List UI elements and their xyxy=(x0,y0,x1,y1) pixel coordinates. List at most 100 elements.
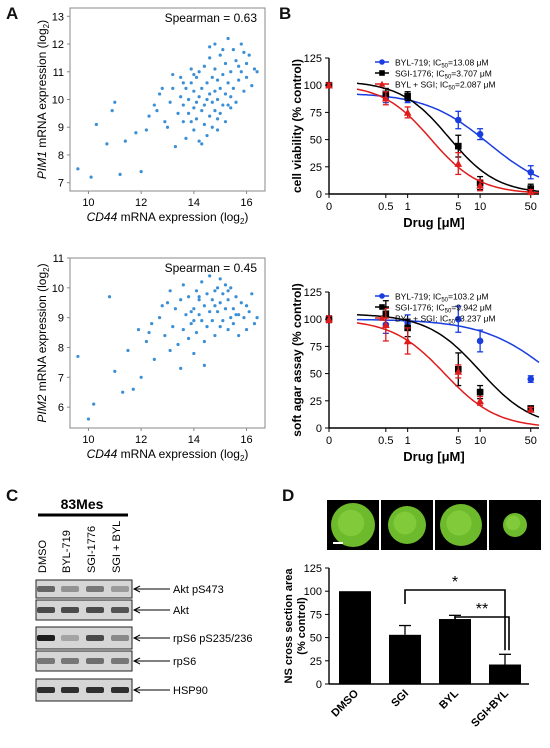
data-point xyxy=(221,47,225,52)
blot-band xyxy=(61,658,79,664)
data-point xyxy=(197,313,201,317)
data-point xyxy=(192,351,196,356)
x-tick-label: 1 xyxy=(405,435,411,447)
bar xyxy=(339,591,371,684)
marker-circle xyxy=(476,337,484,345)
band-arrowhead xyxy=(132,657,141,665)
band-label: Akt xyxy=(173,605,189,617)
marker-triangle xyxy=(454,159,463,167)
data-point xyxy=(86,417,91,421)
data-point xyxy=(218,53,222,57)
fit-curve xyxy=(356,322,540,426)
data-point xyxy=(215,97,220,102)
data-point xyxy=(226,81,230,85)
marker-triangle xyxy=(476,181,484,189)
data-point xyxy=(105,142,109,146)
data-point xyxy=(237,333,241,338)
marker-triangle xyxy=(526,405,535,413)
data-point xyxy=(123,139,127,143)
data-point xyxy=(197,298,201,302)
data-point xyxy=(226,327,230,332)
data-point xyxy=(194,330,199,335)
y-axis-label: PIM2 mRNA expression (log2) xyxy=(35,263,51,422)
panel-label-d: D xyxy=(282,486,295,505)
marker-circle xyxy=(454,116,462,124)
data-point xyxy=(181,120,185,124)
data-point xyxy=(226,298,230,302)
data-point xyxy=(147,114,151,118)
blot-band xyxy=(111,607,129,613)
data-point xyxy=(208,114,212,118)
legend-entry: BYL-719; IC50=103.2 μM xyxy=(395,292,489,304)
data-point xyxy=(205,292,209,296)
y-tick-label: 7 xyxy=(58,178,64,190)
data-point xyxy=(231,307,235,311)
blot-band xyxy=(61,586,79,592)
dose-response-cell-viability: 0 25 50 75 100 125 0 0.5 1 5 10 50 BYL-719; IC50=13.… xyxy=(290,53,540,230)
data-point xyxy=(202,339,206,344)
band-arrowhead xyxy=(132,686,141,694)
data-point xyxy=(218,301,222,305)
blot-band xyxy=(61,607,79,613)
x-tick-label: 16 xyxy=(240,197,252,209)
data-point xyxy=(192,128,196,132)
y-axis-label: NS cross section area(% control) xyxy=(283,568,308,684)
data-point xyxy=(194,289,199,293)
data-point xyxy=(184,136,188,140)
data-point xyxy=(92,402,96,406)
x-tick-label: 50 xyxy=(525,201,537,213)
y-tick-label: 50 xyxy=(310,633,322,645)
y-tick-label: 50 xyxy=(310,135,322,147)
blot-band xyxy=(37,658,55,664)
x-axis-label: Drug [μM] xyxy=(403,215,464,230)
blot-band xyxy=(86,607,104,613)
data-point xyxy=(126,348,130,353)
x-tick-label: 10 xyxy=(82,434,94,446)
plot-frame xyxy=(69,7,266,192)
data-point xyxy=(171,86,175,91)
data-point xyxy=(200,108,204,113)
data-point xyxy=(226,36,230,41)
lane-label: SGI + BYL xyxy=(111,521,123,573)
data-point xyxy=(152,357,156,362)
legend-entry: BYL + SGI; IC50=3.237 μM xyxy=(395,314,496,326)
data-point xyxy=(234,313,238,317)
y-tick-label: 8 xyxy=(58,342,64,354)
data-point xyxy=(231,322,235,326)
fit-curve xyxy=(356,314,540,418)
band-arrowhead xyxy=(132,585,141,593)
marker-square xyxy=(379,70,385,76)
data-point xyxy=(244,304,249,308)
bar xyxy=(489,664,521,684)
data-point xyxy=(218,277,222,281)
data-point xyxy=(213,42,217,46)
blot-band xyxy=(86,687,104,693)
data-point xyxy=(179,366,183,370)
data-point xyxy=(205,324,209,329)
data-point xyxy=(229,95,233,99)
marker-circle xyxy=(527,168,535,176)
data-point xyxy=(189,120,193,124)
plot-frame xyxy=(69,257,266,429)
blot-band xyxy=(37,635,55,641)
band-arrowhead xyxy=(132,606,141,614)
data-point xyxy=(186,295,191,299)
blot-strip xyxy=(35,599,133,621)
x-tick-label: 50 xyxy=(525,435,537,447)
neurosphere-highlight xyxy=(446,510,472,536)
legend-entry: BYL + SGI; IC50=2.087 μM xyxy=(395,80,496,92)
panel-label-a: A xyxy=(6,4,19,23)
data-point xyxy=(202,103,206,107)
data-point xyxy=(226,289,230,293)
data-point xyxy=(197,95,201,99)
y-tick-label: 50 xyxy=(310,369,322,381)
data-point xyxy=(171,72,175,77)
data-point xyxy=(197,139,201,143)
blot-band xyxy=(37,586,55,592)
data-point xyxy=(218,86,222,91)
data-point xyxy=(215,117,220,121)
blot-images: Akt pS473 Akt rpS6 pS235/236 rpS6 HSP90 xyxy=(35,579,253,702)
data-point xyxy=(239,70,243,74)
data-point xyxy=(229,286,233,290)
data-point xyxy=(113,100,117,104)
